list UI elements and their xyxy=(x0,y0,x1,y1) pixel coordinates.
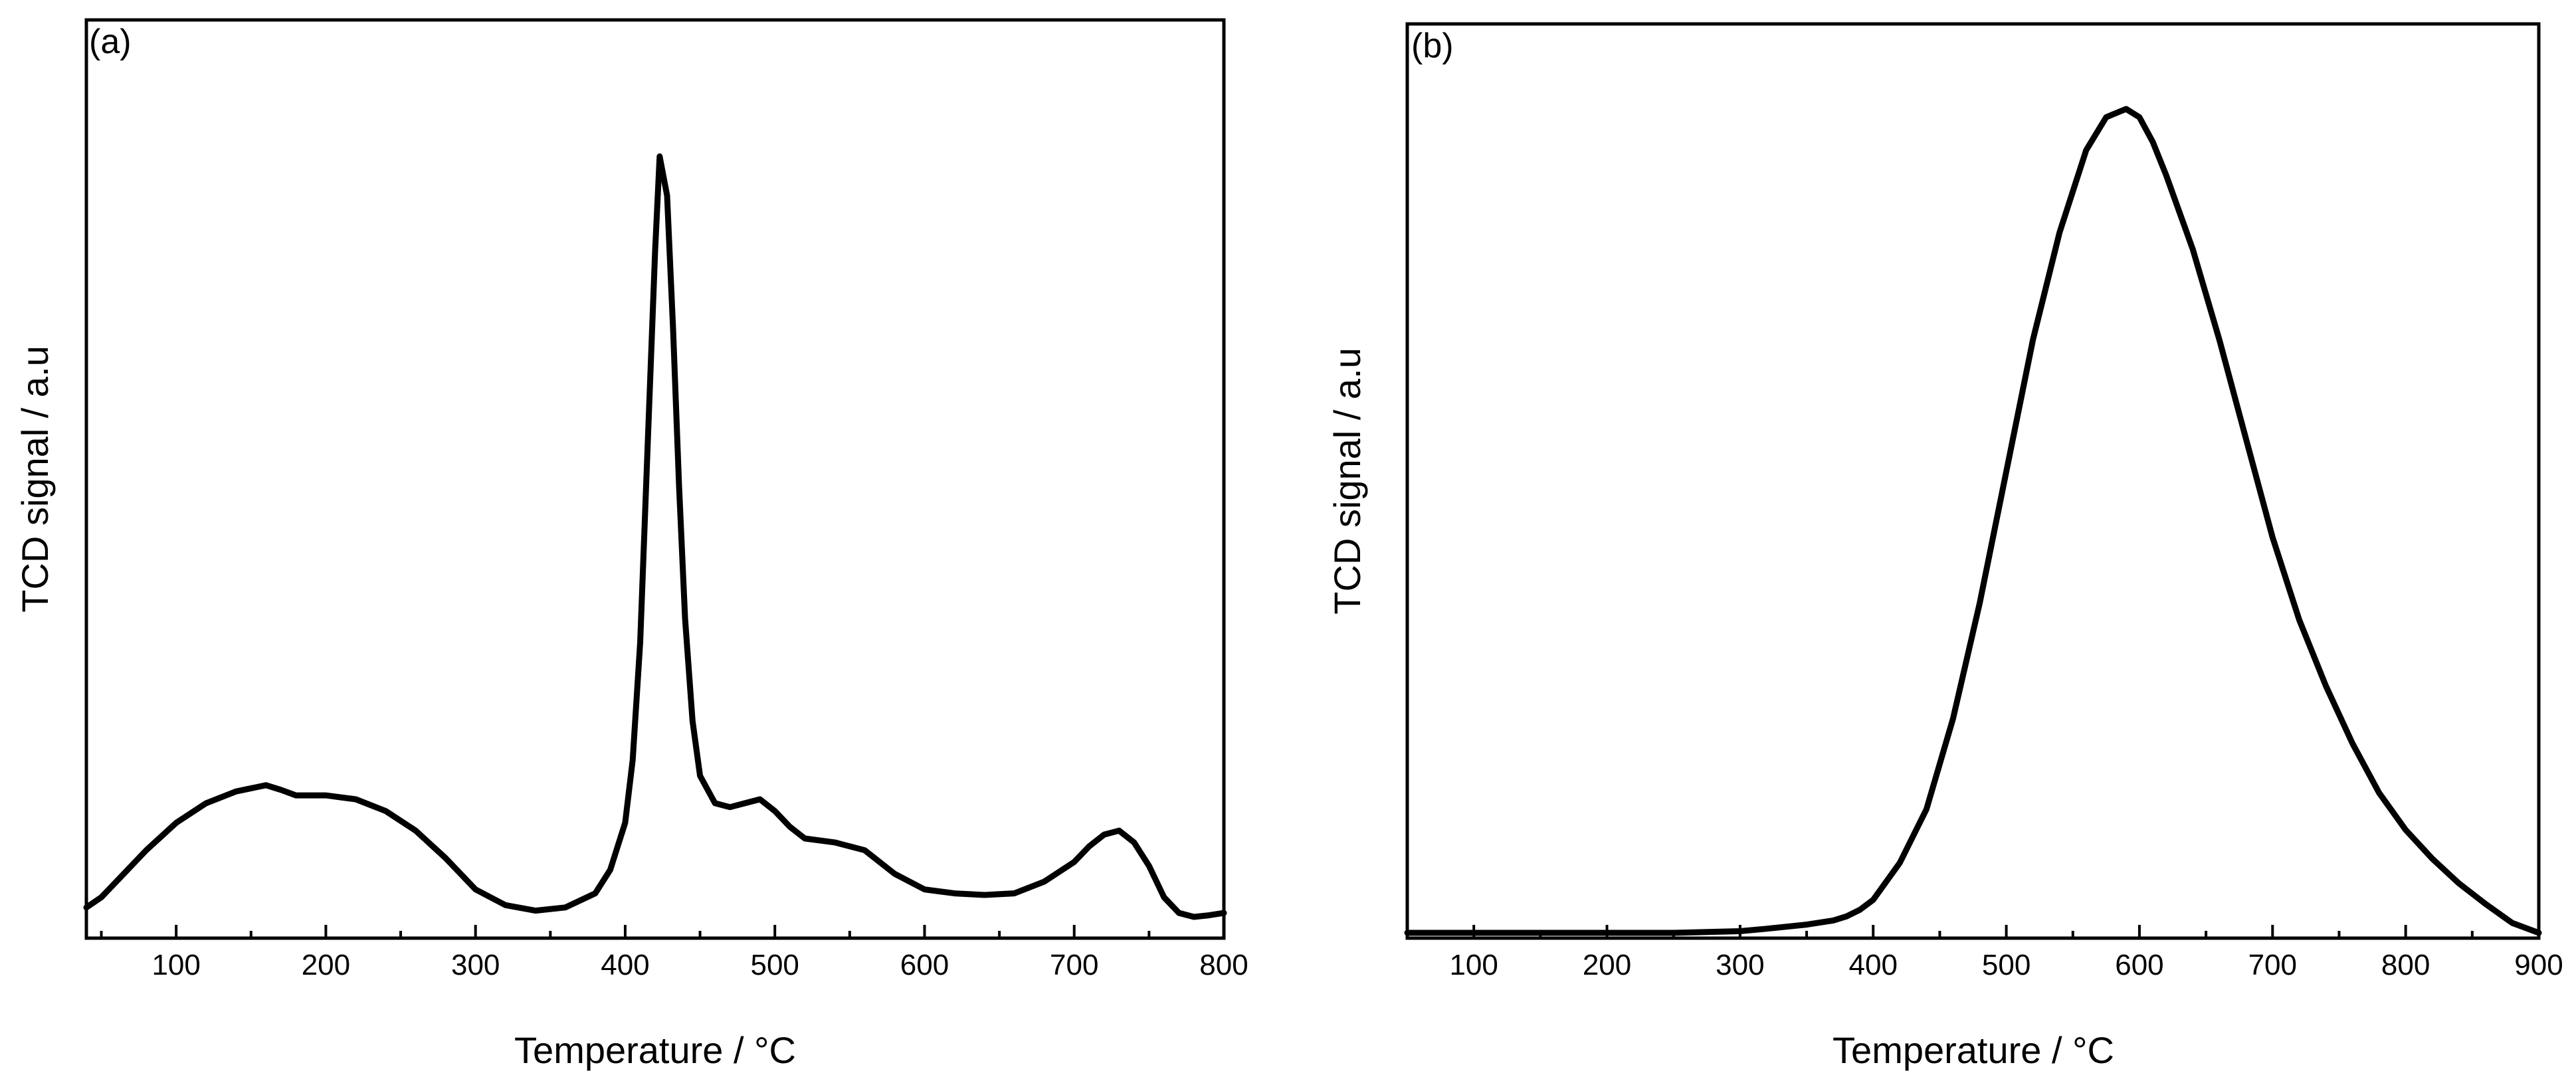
series-line-b xyxy=(1404,106,2542,936)
x-axis-label-a: Temperature / °C xyxy=(514,1029,796,1071)
x-tick-label-b-500: 500 xyxy=(1982,949,2031,981)
x-axis-label-b: Temperature / °C xyxy=(1833,1029,2114,1071)
x-tick-label-b-400: 400 xyxy=(1849,949,1898,981)
x-tick-label-b-200: 200 xyxy=(1583,949,1631,981)
x-tick-label-a-200: 200 xyxy=(302,949,350,981)
x-tick-label-a-300: 300 xyxy=(451,949,500,981)
x-tick-label-a-700: 700 xyxy=(1050,949,1098,981)
plot-frame-b xyxy=(1405,22,2541,940)
x-tick-label-a-800: 800 xyxy=(1199,949,1248,981)
x-tick-label-a-600: 600 xyxy=(900,949,949,981)
x-tick-label-b-800: 800 xyxy=(2381,949,2430,981)
panel-label-a: (a) xyxy=(89,23,132,61)
x-tick-label-b-300: 300 xyxy=(1716,949,1764,981)
x-tick-label-a-400: 400 xyxy=(601,949,649,981)
x-ticks-a xyxy=(100,925,1225,938)
chart-panel-b: 100 200 300 400 500 600 700 800 900 (b) Temperat… xyxy=(1326,22,2563,1071)
panel-label-b: (b) xyxy=(1411,27,1454,65)
y-axis-label-b: TCD signal / a.u xyxy=(1326,347,1368,615)
x-tick-label-b-900: 900 xyxy=(2514,949,2563,981)
x-tick-label-b-100: 100 xyxy=(1449,949,1498,981)
x-tick-label-a-100: 100 xyxy=(151,949,200,981)
plot-frame-a xyxy=(84,18,1226,940)
y-axis-label-a: TCD signal / a.u xyxy=(14,345,56,613)
x-tick-label-a-500: 500 xyxy=(750,949,799,981)
chart-panel-a: 100 200 300 400 500 600 700 800 (a) Temperature… xyxy=(14,18,1248,1071)
series-line-a xyxy=(83,153,1227,920)
x-tick-label-b-700: 700 xyxy=(2248,949,2297,981)
x-tick-labels-b: 100 200 300 400 500 600 700 800 900 xyxy=(1449,949,2563,981)
x-tick-label-b-600: 600 xyxy=(2115,949,2163,981)
x-tick-labels-a: 100 200 300 400 500 600 700 800 xyxy=(151,949,1248,981)
